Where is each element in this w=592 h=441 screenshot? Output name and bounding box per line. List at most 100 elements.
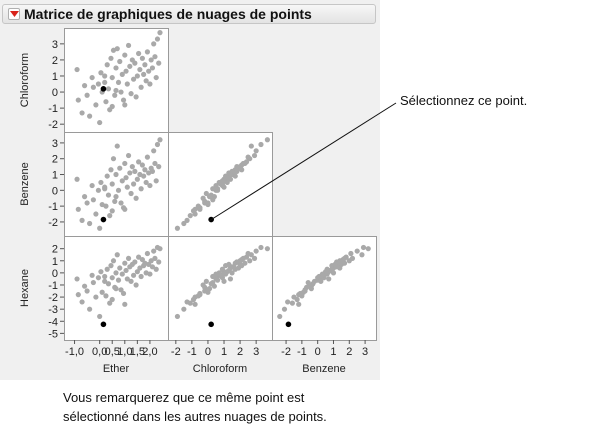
data-point [103,203,109,209]
data-point [109,275,115,281]
data-point [125,42,132,49]
data-point [149,264,156,270]
y-tick-label: 0 [52,87,58,99]
data-point [117,58,123,65]
data-point [143,78,149,84]
data-point [123,175,129,181]
data-point [115,277,122,283]
data-point [197,205,203,211]
report-title-bar[interactable]: Matrice de graphiques de nuages de point… [2,4,376,24]
data-point [152,160,158,167]
data-point [136,50,142,57]
data-point [129,164,135,170]
data-point [75,206,81,212]
data-point [104,62,110,68]
data-point [110,258,117,264]
data-point [81,83,88,89]
data-point [89,182,95,189]
red-triangle-menu-icon[interactable] [8,8,20,20]
y-tick-label: -4 [48,316,58,328]
data-point [113,270,119,276]
data-point [187,213,193,219]
y-tick-label: -1 [48,280,58,292]
x-tick-label: -1,0 [65,346,84,358]
data-point [117,265,123,271]
data-point [341,255,348,261]
data-point [251,152,258,159]
data-point [206,286,213,292]
y-tick-label: -1 [48,201,58,213]
data-point [234,164,240,170]
data-point [117,165,123,171]
data-point [120,97,127,103]
data-point [154,36,161,42]
data-point [141,173,147,179]
data-point [258,141,264,148]
data-point [130,181,137,187]
data-point [84,288,90,294]
data-point [219,266,226,272]
data-point [95,187,102,193]
data-point [156,60,162,66]
data-point [144,250,151,257]
data-point [206,194,213,200]
data-point [360,244,367,251]
data-point [359,252,365,258]
data-point [118,200,124,206]
data-point [128,278,134,284]
data-point [103,293,109,299]
callout-label: Sélectionnez ce point. [400,93,528,108]
data-point [130,76,137,82]
data-point [109,208,115,214]
data-point [213,271,219,277]
data-point [157,30,163,36]
data-point [319,271,326,277]
data-point [113,87,119,94]
selected-data-point [208,216,214,223]
data-point [79,110,85,116]
data-point [152,255,158,261]
data-point [104,266,110,272]
data-point [296,301,302,307]
data-point [153,266,159,272]
data-point [90,197,96,203]
data-point [334,264,340,270]
data-point [119,271,125,277]
data-point [157,246,163,252]
data-point [98,70,104,76]
data-point [264,246,270,252]
data-point [311,278,318,284]
data-point [74,66,80,73]
data-point [200,195,206,201]
data-point [109,74,115,81]
data-point [258,244,264,251]
data-point [75,97,81,103]
data-point [113,286,119,292]
data-point [142,62,148,68]
data-point [113,194,119,200]
data-point [133,94,139,100]
data-point [108,263,114,269]
x-tick-label: 0 [205,346,211,358]
selected-data-point [100,216,107,223]
data-point [157,137,163,143]
data-point [242,260,248,266]
data-point [109,181,115,187]
data-point [107,300,113,306]
data-point [102,79,108,86]
data-point [324,266,330,272]
data-point [109,296,115,303]
y-tick-label: -2 [48,217,58,229]
data-point [119,178,125,184]
x-tick-label: -1 [187,346,197,358]
x-tick-label: 0,5 [105,346,120,358]
y-tick-label: -3 [48,304,58,316]
y-tick-label: 2 [52,244,58,256]
y-tick-label: -5 [48,328,58,340]
data-point [152,54,158,60]
data-point [122,52,128,58]
data-point [102,184,108,190]
data-point [326,276,332,282]
data-point [122,301,128,307]
data-point [208,281,214,287]
